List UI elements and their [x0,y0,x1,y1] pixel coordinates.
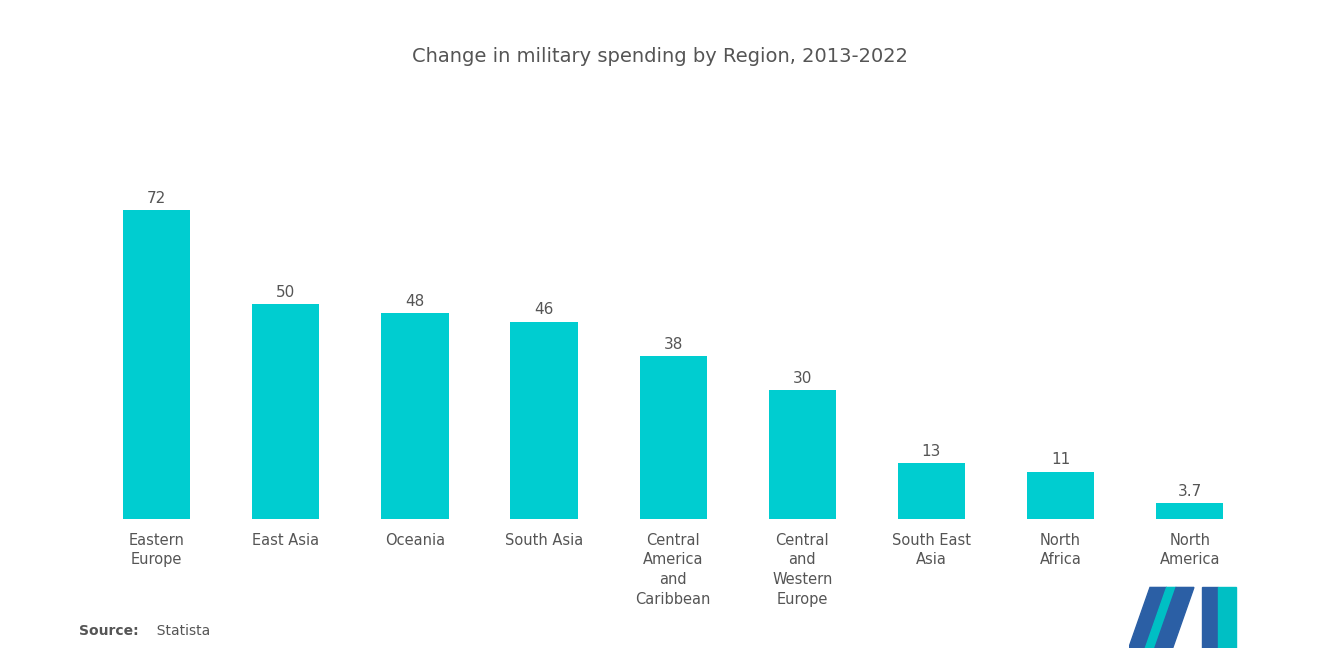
Text: Source:: Source: [79,624,139,638]
Text: 3.7: 3.7 [1177,483,1201,499]
Bar [640,356,706,519]
Bar [898,463,965,519]
Bar [768,390,836,519]
Bar [1156,503,1224,519]
Text: 11: 11 [1051,452,1071,467]
Bar [252,305,319,519]
Bar [1027,471,1094,519]
Bar [381,313,449,519]
Polygon shape [1217,587,1236,648]
Text: 46: 46 [535,303,554,317]
Polygon shape [1155,587,1193,648]
Text: 72: 72 [147,191,166,206]
Bar [511,322,578,519]
Text: 48: 48 [405,294,425,309]
Text: Statista: Statista [148,624,210,638]
Text: Change in military spending by Region, 2013-2022: Change in military spending by Region, 2… [412,47,908,66]
Text: 13: 13 [921,444,941,459]
Text: 38: 38 [664,336,682,352]
Text: 50: 50 [276,285,296,300]
Text: 30: 30 [792,371,812,386]
Polygon shape [1203,587,1217,648]
Polygon shape [1146,587,1176,648]
Bar [123,210,190,519]
Polygon shape [1129,587,1167,648]
